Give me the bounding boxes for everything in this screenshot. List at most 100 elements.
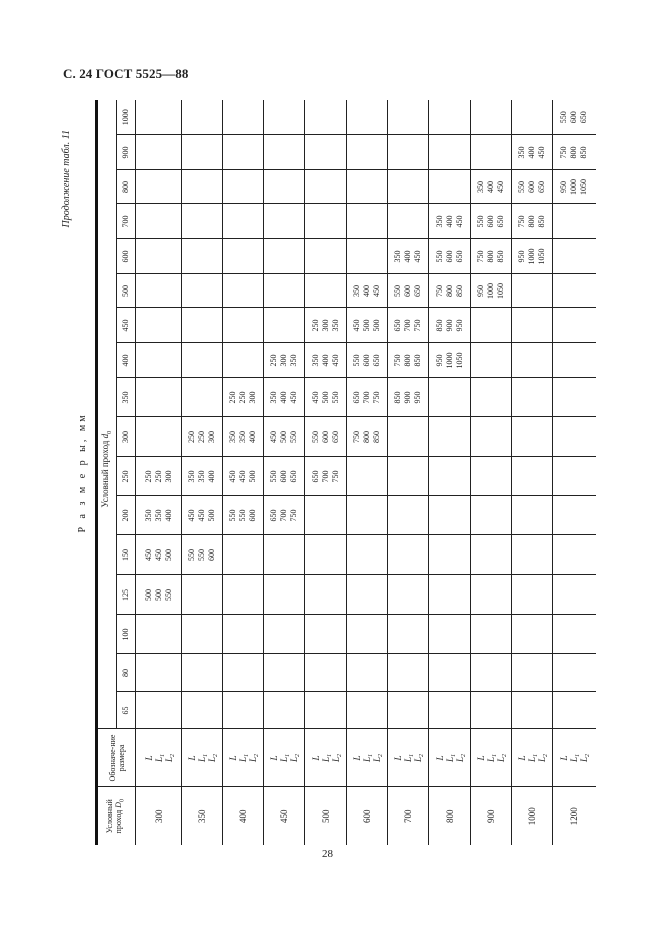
dimension-value: 400 xyxy=(279,391,288,404)
value-cell xyxy=(222,99,264,135)
value-cell xyxy=(387,417,429,457)
value-cell: 550 600 650 xyxy=(263,457,305,496)
value-cell xyxy=(511,692,553,729)
value-cell xyxy=(511,274,553,308)
value-cell xyxy=(511,654,553,692)
dimension-value: 300 xyxy=(248,391,257,404)
dimension-value: 400 xyxy=(527,146,536,159)
dimension-value: 600 xyxy=(403,285,412,297)
value-cell xyxy=(428,457,471,496)
designation-letter: L xyxy=(352,755,362,761)
dimension-value: 400 xyxy=(163,509,173,522)
value-cell xyxy=(181,135,223,170)
outer-header-sub: 0 xyxy=(119,799,126,803)
designation-letter: L xyxy=(330,757,341,763)
value-cell xyxy=(387,170,429,204)
value-cell: 550 600 650 xyxy=(304,417,347,457)
dimension-value: 450 xyxy=(228,470,237,483)
value-cell xyxy=(181,575,223,615)
designation-subscript: 2 xyxy=(169,754,176,757)
designation-cell: L L1 L2 xyxy=(387,729,429,787)
designation-letter: L xyxy=(537,757,547,763)
designation-L: L xyxy=(435,730,445,787)
designation-subscript: 2 xyxy=(585,754,592,757)
value-cell: 750 800 850 xyxy=(552,135,596,170)
value-cell: 750 800 850 xyxy=(387,343,429,378)
designation-cell: L L1 L2 xyxy=(263,729,305,787)
value-cell: 350 400 450 xyxy=(470,170,512,204)
designation-L: L xyxy=(352,730,362,787)
designation-letter: L xyxy=(486,757,496,763)
value-cell xyxy=(263,615,305,654)
value-cell xyxy=(222,343,264,378)
designation-letter: L xyxy=(413,757,423,763)
value-cell xyxy=(263,170,305,204)
value-cell xyxy=(428,378,471,417)
value-cell xyxy=(387,654,429,692)
dimension-value: 1050 xyxy=(537,248,546,265)
outer-diameter-header: Условный проход D0 xyxy=(96,787,136,845)
dimension-value: 350 xyxy=(238,431,247,443)
designation-letter: L xyxy=(496,757,506,763)
outer-diameter-cell: 450 xyxy=(263,787,305,845)
dimension-value: 500 xyxy=(362,319,371,332)
value-cell xyxy=(135,204,182,239)
designation-letter: L xyxy=(559,755,570,761)
dimension-value: 450 xyxy=(352,319,361,332)
value-cell: 550 600 650 xyxy=(552,99,596,135)
value-cell xyxy=(470,615,512,654)
value-cell xyxy=(470,135,512,170)
designation-letter: L xyxy=(517,755,527,761)
dimension-value: 450 xyxy=(187,509,196,522)
value-cell: 350 350 400 xyxy=(222,417,264,457)
column-header-350: 350 xyxy=(116,378,136,417)
value-cell xyxy=(346,535,388,575)
value-cell xyxy=(552,239,596,274)
column-header-450: 450 xyxy=(116,308,136,343)
dimension-value: 450 xyxy=(269,431,278,443)
inner-diameter-header: Условный проход d0 xyxy=(96,99,117,729)
value-cell xyxy=(511,417,553,457)
outer-diameter-cell: 900 xyxy=(470,787,512,845)
dimension-value: 250 xyxy=(228,391,237,404)
dimension-value: 450 xyxy=(496,181,505,193)
value-cell xyxy=(552,274,596,308)
designation-letter: L xyxy=(248,757,258,763)
value-cell: 250 250 300 xyxy=(181,417,223,457)
value-cell xyxy=(304,99,347,135)
value-cell: 550 600 650 xyxy=(346,343,388,378)
dimension-value: 750 xyxy=(352,431,361,443)
designation-letter: L xyxy=(403,757,413,763)
inner-header-symbol: d xyxy=(99,433,110,439)
value-cell xyxy=(222,274,264,308)
value-cell: 350 400 450 xyxy=(428,204,471,239)
designation-letter: L xyxy=(444,757,455,763)
value-cell: 650 700 750 xyxy=(346,378,388,417)
designation-L: L xyxy=(269,730,279,787)
table-row: 600 L L1 L2 750 800 850 650 700 750 550 600 650 450 50… xyxy=(346,99,388,845)
dimension-value: 500 xyxy=(248,470,257,483)
table-row: 900 L L1 L2 950 1000 1050 750 800 850 550 600 650 350… xyxy=(470,99,512,845)
value-cell xyxy=(511,535,553,575)
dimension-value: 650 xyxy=(454,250,464,263)
value-cell: 550 550 600 xyxy=(181,535,223,575)
dimension-value: 500 xyxy=(207,509,216,522)
dimension-value: 450 xyxy=(238,470,247,483)
value-cell xyxy=(263,135,305,170)
dimension-value: 450 xyxy=(289,391,298,404)
dimension-value: 350 xyxy=(393,250,402,263)
designation-letter: L xyxy=(434,755,445,761)
table-row: 450 L L1 L2 650 700 750 550 600 650 450 500 550 350 40… xyxy=(263,99,305,845)
value-cell: 250 300 350 xyxy=(263,343,305,378)
designation-L: L xyxy=(311,730,321,787)
dimension-value: 600 xyxy=(486,215,495,228)
value-cell xyxy=(470,308,512,343)
dimension-value: 850 xyxy=(579,146,589,159)
dimension-value: 300 xyxy=(320,319,330,332)
dimension-value: 300 xyxy=(279,354,288,367)
value-cell xyxy=(470,575,512,615)
dimension-value: 250 xyxy=(153,470,163,483)
designation-L: L xyxy=(476,730,486,787)
dimension-value: 400 xyxy=(403,250,412,263)
value-cell: 350 400 450 xyxy=(387,239,429,274)
